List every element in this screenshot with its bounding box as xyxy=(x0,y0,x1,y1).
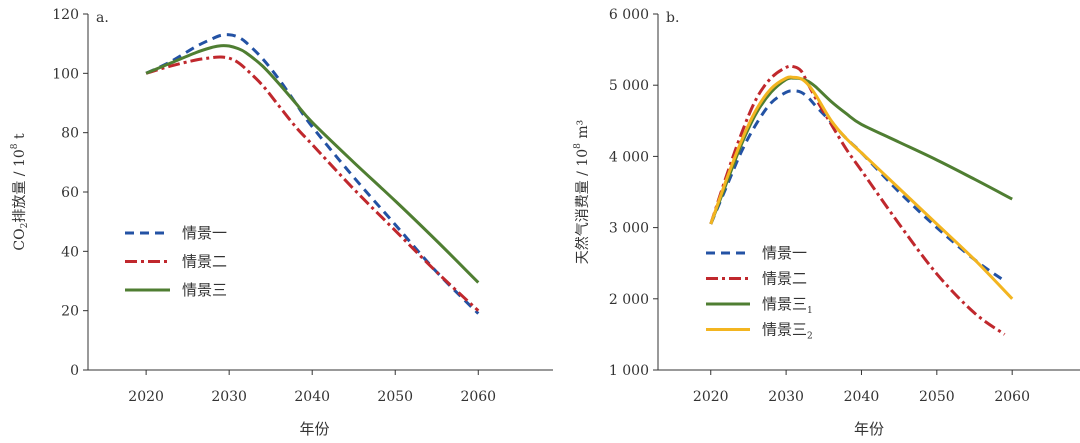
x-axis-label: 年份 xyxy=(299,420,329,438)
x-tick-label: 2020 xyxy=(128,389,164,405)
series-line-1 xyxy=(145,33,480,315)
x-tick-label: 2030 xyxy=(768,389,804,405)
legend-label-name: 情景三 xyxy=(762,321,807,339)
x-axis-label: 年份 xyxy=(854,420,884,438)
x-tick-label: 2060 xyxy=(994,389,1030,405)
legend-label: 情景一 xyxy=(762,244,807,262)
y-axis-label: CO2排放量 / 108 t xyxy=(10,133,30,251)
x-tick-label: 2060 xyxy=(460,389,496,405)
y-tick-label: 40 xyxy=(61,244,79,260)
x-tick-label: 2020 xyxy=(693,389,729,405)
x-tick-label: 2040 xyxy=(294,389,330,405)
y-tick-label: 3 000 xyxy=(609,221,649,237)
y-axis-label-suffix: m³ xyxy=(575,120,591,143)
x-tick-label: 2050 xyxy=(377,389,413,405)
legend-label-name: 情景三 xyxy=(182,281,227,299)
series-line-4 xyxy=(709,75,1014,300)
y-tick-label: 0 xyxy=(70,363,79,379)
y-tick-label: 1 000 xyxy=(609,363,649,379)
y-tick-label: 4 000 xyxy=(609,149,649,165)
legend-label-name: 情景二 xyxy=(762,270,807,288)
x-tick-label: 2050 xyxy=(919,389,955,405)
legend-label: 情景二 xyxy=(762,270,807,288)
y-tick-label: 120 xyxy=(52,7,79,23)
legend-label: 情景一 xyxy=(182,224,227,242)
series-line-3 xyxy=(709,76,1013,225)
y-axis-label-prefix: CO xyxy=(12,228,28,250)
legend-label-name: 情景二 xyxy=(182,253,227,271)
legend-label-sub: 2 xyxy=(807,332,813,342)
y-axis-label-suffix: t xyxy=(12,133,28,143)
y-tick-label: 100 xyxy=(52,66,79,82)
y-tick-label: 6 000 xyxy=(609,7,649,23)
panel-label: a. xyxy=(96,10,109,26)
y-axis-label: 天然气消费量 / 108 m³ xyxy=(573,120,592,265)
legend-label: 情景三 xyxy=(182,281,227,299)
panel-b: 1 000 2 000 3 000 4 000 5 000 6 000 2020 2030 20… xyxy=(573,7,1080,438)
legend-label-name: 情景一 xyxy=(182,224,227,242)
x-tick-label: 2040 xyxy=(844,389,880,405)
legend-label-sub: 1 xyxy=(807,306,813,316)
series-line-3 xyxy=(145,44,480,284)
panel-label: b. xyxy=(666,10,679,26)
y-tick-label: 60 xyxy=(61,185,79,201)
y-tick-label: 20 xyxy=(61,304,79,320)
y-axis-label-sup: 8 xyxy=(10,143,20,149)
y-axis-label-sub: 2 xyxy=(20,223,30,229)
y-axis-label-sup: 8 xyxy=(573,143,583,149)
y-tick-label: 80 xyxy=(61,126,79,142)
x-tick-label: 2030 xyxy=(211,389,247,405)
y-axis-label-main: 天然气消费量 / 10 xyxy=(574,149,591,264)
y-tick-label: 2 000 xyxy=(609,292,649,308)
series-line-2 xyxy=(145,55,480,312)
legend-label-name: 情景一 xyxy=(762,244,807,262)
legend-label-name: 情景三 xyxy=(762,295,807,313)
legend-label: 情景二 xyxy=(182,253,227,271)
y-tick-label: 5 000 xyxy=(609,78,649,94)
legend-label: 情景三2 xyxy=(762,321,813,342)
legend-label: 情景三1 xyxy=(762,295,813,316)
y-axis-label-main: 排放量 / 10 xyxy=(12,149,28,222)
